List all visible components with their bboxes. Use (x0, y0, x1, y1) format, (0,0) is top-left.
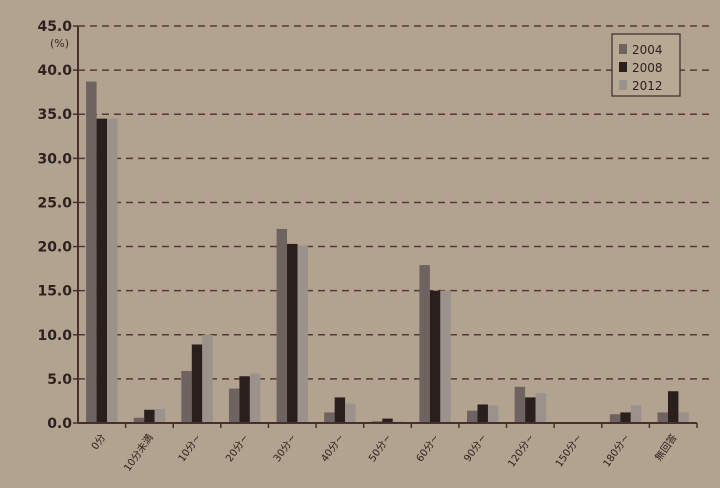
bar-2008-4 (287, 243, 298, 423)
bar-2008-7 (429, 290, 441, 423)
y-tick-label: 0.0 (47, 416, 72, 432)
x-tick-label: 150分~ (553, 432, 584, 470)
bar-2012-1 (154, 408, 166, 423)
bar-2012-9 (535, 393, 547, 423)
y-tick-label: 35.0 (37, 107, 72, 123)
bar-2012-2 (202, 334, 213, 423)
bar-2008-0 (96, 118, 108, 423)
bar-2004-1 (133, 417, 145, 423)
y-tick-label: 5.0 (47, 372, 72, 388)
y-axis-ticks: 0.0 5.0 10.0 15.0 20.0 25.0 30.0 35.0 40.0 45.0 (37, 19, 78, 432)
bar-2004-9 (514, 386, 526, 423)
x-tick-label: 120分~ (505, 432, 536, 470)
x-tick-label: 60分~ (414, 432, 442, 464)
bar-2004-7 (419, 265, 430, 423)
y-tick-label: 15.0 (37, 284, 72, 300)
x-tick-label: 20分~ (223, 432, 251, 464)
bar-2008-9 (525, 397, 536, 423)
y-tick-label: 25.0 (37, 195, 72, 211)
bar-2012-3 (249, 373, 261, 423)
bar-2012-11 (630, 405, 642, 423)
bar-2008-1 (144, 409, 155, 423)
x-tick-label: 90分~ (462, 432, 490, 464)
x-tick-label: 0分 (89, 432, 108, 452)
bar-2012-8 (487, 405, 499, 423)
legend-swatch-2008 (619, 62, 627, 72)
gridlines (78, 25, 712, 380)
bars (86, 81, 689, 423)
bar-2012-7 (440, 290, 451, 423)
y-tick-label: 45.0 (37, 19, 72, 35)
bar-2008-3 (239, 376, 250, 423)
x-tick-label: 10分~ (176, 432, 204, 464)
x-tick-label: 40分~ (319, 432, 347, 464)
bar-2012-12 (678, 412, 689, 423)
x-axis-labels: 0分 10分未満 10分~ 20分~ 30分~ 40分~ 50分~ 60分~ 90分~ 120分~… (89, 423, 698, 474)
bar-2008-11 (620, 412, 631, 423)
legend-swatch-2012 (619, 80, 627, 90)
bar-2012-5 (345, 403, 356, 423)
bar-2004-11 (609, 414, 621, 423)
legend-swatch-2004 (619, 44, 627, 54)
bar-2008-8 (477, 404, 488, 423)
bar-2008-12 (667, 391, 679, 423)
axes (77, 26, 697, 424)
y-tick-label: 40.0 (37, 63, 72, 79)
y-tick-label: 10.0 (37, 328, 72, 344)
x-tick-label: 無回答 (652, 431, 680, 463)
x-tick-label: 10分未満 (122, 432, 156, 474)
legend: 2004 2008 2012 (611, 33, 681, 97)
bar-2008-6 (382, 418, 393, 423)
bar-2004-5 (324, 412, 335, 423)
x-tick-label: 30分~ (271, 432, 299, 464)
bar-2012-4 (297, 245, 308, 423)
bar-2004-8 (467, 410, 478, 423)
y-tick-label: 20.0 (37, 240, 72, 256)
x-tick-label: 50分~ (366, 432, 394, 464)
legend-label: 2012 (632, 79, 663, 93)
x-tick-label: 180分~ (601, 432, 632, 470)
bar-2008-2 (191, 344, 203, 423)
legend-label: 2004 (632, 43, 663, 57)
bar-2008-5 (334, 397, 346, 423)
legend-label: 2008 (632, 61, 663, 75)
y-tick-label: 30.0 (37, 151, 72, 167)
y-axis-unit-label: (%) (50, 37, 69, 50)
bar-2004-2 (181, 370, 192, 423)
bar-2004-0 (86, 81, 97, 423)
bar-2004-3 (228, 388, 240, 423)
bar-2004-4 (276, 228, 288, 423)
bar-2004-12 (657, 412, 668, 423)
bar-2012-0 (107, 118, 118, 423)
